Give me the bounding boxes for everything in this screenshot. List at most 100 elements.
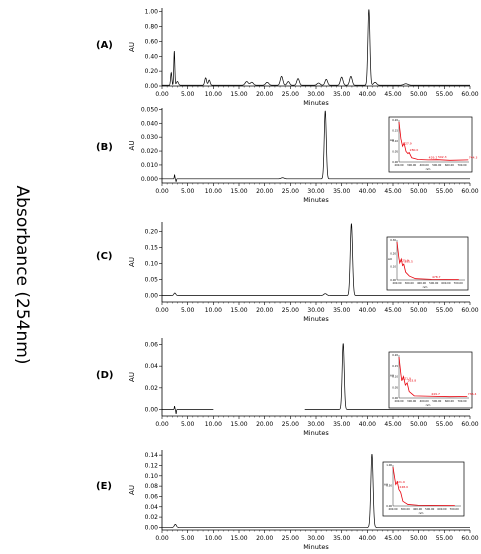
panel-label: (D) bbox=[96, 370, 113, 381]
x-tick-label: 0.00 bbox=[155, 421, 169, 428]
panel-label: (A) bbox=[96, 40, 113, 51]
chart-panel-5: (E) 0.00 0.02 0.04 0.06 0.08 0.10 0.12 0.14 AU 0.0… bbox=[96, 450, 479, 550]
inset-spectrum-line bbox=[398, 121, 469, 161]
y-tick-label: 0.020 bbox=[141, 148, 158, 155]
y-tick-label: 0.06 bbox=[145, 342, 159, 349]
inset-spectrum-line bbox=[398, 357, 468, 398]
chromatogram-trace bbox=[162, 343, 470, 415]
x-tick-label: 45.00 bbox=[384, 188, 401, 195]
inset-y-tick-label: 0.10 bbox=[392, 375, 398, 379]
x-tick-label: 20.00 bbox=[256, 421, 273, 428]
x-tick-label: 40.00 bbox=[359, 188, 376, 195]
x-tick-label: 55.00 bbox=[436, 421, 453, 428]
inset-y-tick-label: 0.05 bbox=[392, 385, 398, 389]
inset-y-tick-label: 0.00 bbox=[386, 504, 392, 508]
x-tick-label: 30.00 bbox=[307, 188, 324, 195]
y-tick-label: 0.050 bbox=[141, 106, 158, 113]
x-tick-label: 60.00 bbox=[461, 421, 478, 428]
y-tick-label: 0.04 bbox=[145, 363, 159, 370]
x-tick-label: 25.00 bbox=[282, 188, 299, 195]
inset-spectrum-line bbox=[392, 466, 455, 507]
x-tick-label: 5.00 bbox=[181, 307, 195, 314]
x-tick-label: 10.00 bbox=[205, 188, 222, 195]
y-tick-label: 0.10 bbox=[145, 261, 159, 268]
inset-peak-label: 221.9 bbox=[402, 376, 411, 380]
x-tick-label: 45.00 bbox=[384, 91, 401, 98]
x-tick-label: 40.00 bbox=[359, 91, 376, 98]
y-tick-label: 0.00 bbox=[145, 83, 159, 90]
inset-y-tick-label: 0.50 bbox=[386, 484, 392, 488]
x-tick-label: 15.00 bbox=[230, 535, 247, 542]
inset-y-tick-label: 1.00 bbox=[386, 463, 392, 467]
inset-x-tick-label: 700.00 bbox=[450, 507, 459, 511]
x-tick-label: 55.00 bbox=[436, 535, 453, 542]
inset-x-tick-label: 700.00 bbox=[457, 163, 466, 167]
x-tick-label: 15.00 bbox=[230, 421, 247, 428]
inset-y-tick-label: 0.10 bbox=[392, 139, 398, 143]
inset-y-tick-label: 0.20 bbox=[392, 118, 398, 122]
inset-x-tick-label: 200.00 bbox=[394, 399, 403, 403]
y-tick-label: 0.20 bbox=[145, 68, 159, 75]
x-tick-label: 20.00 bbox=[256, 307, 273, 314]
x-tick-label: 30.00 bbox=[307, 535, 324, 542]
y-tick-label: 0.030 bbox=[141, 134, 158, 141]
y-axis-label: AU bbox=[128, 141, 136, 151]
x-tick-label: 15.00 bbox=[230, 91, 247, 98]
inset-x-tick-label: 200.00 bbox=[392, 281, 401, 285]
inset-x-tick-label: 400.00 bbox=[417, 281, 426, 285]
y-tick-label: 0.00 bbox=[145, 407, 159, 414]
x-tick-label: 25.00 bbox=[282, 535, 299, 542]
inset-y-tick-label: 0.00 bbox=[392, 396, 398, 400]
x-tick-label: 35.00 bbox=[333, 535, 350, 542]
x-axis-label: Minutes bbox=[303, 196, 329, 204]
inset-y-tick-label: 0.05 bbox=[392, 150, 398, 154]
x-tick-label: 10.00 bbox=[205, 307, 222, 314]
y-tick-label: 1.00 bbox=[145, 9, 159, 16]
x-tick-label: 25.00 bbox=[282, 421, 299, 428]
y-tick-label: 0.02 bbox=[145, 514, 159, 521]
inset-y-label: AU bbox=[390, 374, 394, 378]
x-tick-label: 60.00 bbox=[461, 535, 478, 542]
x-tick-label: 55.00 bbox=[436, 188, 453, 195]
x-tick-label: 20.00 bbox=[256, 188, 273, 195]
y-tick-label: 0.12 bbox=[145, 462, 159, 469]
x-tick-label: 60.00 bbox=[461, 91, 478, 98]
inset-x-tick-label: 300.00 bbox=[401, 507, 410, 511]
chromatogram-trace bbox=[162, 223, 470, 296]
inset-peak-label: 263.8 bbox=[408, 378, 417, 382]
y-tick-label: 0.040 bbox=[141, 120, 158, 127]
inset-y-label: AU bbox=[390, 138, 394, 142]
inset-y-tick-label: 0.00 bbox=[392, 160, 398, 164]
x-tick-label: 30.00 bbox=[307, 91, 324, 98]
inset-x-label: nm bbox=[426, 403, 431, 407]
x-axis-label: Minutes bbox=[303, 99, 329, 107]
inset-x-tick-label: 700.00 bbox=[457, 399, 466, 403]
y-tick-label: 0.08 bbox=[145, 483, 159, 490]
x-tick-label: 10.00 bbox=[205, 535, 222, 542]
y-tick-label: 0.00 bbox=[145, 293, 159, 300]
inset-y-tick-label: 0.15 bbox=[392, 129, 398, 133]
y-tick-label: 0.000 bbox=[141, 176, 158, 183]
chromatogram-trace bbox=[162, 9, 470, 86]
x-axis-label: Minutes bbox=[303, 429, 329, 437]
x-tick-label: 45.00 bbox=[384, 535, 401, 542]
x-tick-label: 10.00 bbox=[205, 421, 222, 428]
x-tick-label: 20.00 bbox=[256, 91, 273, 98]
x-tick-label: 40.00 bbox=[359, 307, 376, 314]
chromatogram-trace bbox=[162, 110, 470, 182]
inset-peak-label: 736.4 bbox=[468, 392, 477, 396]
x-tick-label: 0.00 bbox=[155, 91, 169, 98]
x-tick-label: 50.00 bbox=[410, 307, 427, 314]
x-tick-label: 30.00 bbox=[307, 307, 324, 314]
y-tick-label: 0.60 bbox=[145, 38, 159, 45]
inset-peak-label: 502.3 bbox=[438, 155, 447, 159]
x-tick-label: 35.00 bbox=[333, 91, 350, 98]
chart-panel-4: (D) 0.00 0.02 0.04 0.06 AU 0.00 5.00 10.00 15.00 2… bbox=[96, 338, 479, 437]
x-tick-label: 20.00 bbox=[256, 535, 273, 542]
y-axis-label: AU bbox=[128, 257, 136, 267]
x-tick-label: 5.00 bbox=[181, 535, 195, 542]
panel-label: (C) bbox=[96, 251, 112, 262]
panel-label: (B) bbox=[96, 142, 113, 153]
inset-peak-label: 429.2 bbox=[429, 155, 438, 159]
